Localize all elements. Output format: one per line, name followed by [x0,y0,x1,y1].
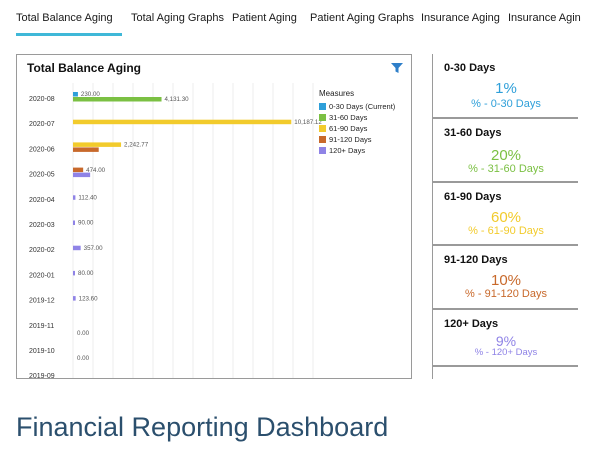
data-label: 230.00 [81,91,100,98]
category-label: 2020-01 [29,272,55,279]
card-120-plus-days[interactable]: 120+ Days 9% % - 120+ Days [432,310,578,379]
card-divider [432,117,578,119]
legend-label: 91-120 Days [329,135,372,144]
card-percent-value: 9% [495,333,517,349]
legend-item-120-plus: 120+ Days [319,145,395,156]
category-label: 2020-06 [29,146,55,153]
aging-summary-cards: 0-30 Days 1% % - 0-30 Days 31-60 Days 20… [432,54,580,379]
aging-bar-chart: 2020-08 2020-07 2020-06 2020-05 2020-04 2020-… [29,83,322,379]
category-label: 2020-04 [29,197,55,204]
legend-swatch [319,147,326,154]
bar [73,296,76,301]
card-91-120-days[interactable]: 91-120 Days 10% % - 91-120 Days [432,246,578,309]
data-label: 4,131.30 [165,96,190,103]
card-divider [432,181,578,183]
category-label: 2019-11 [29,323,54,330]
card-31-60-days[interactable]: 31-60 Days 20% % - 31-60 Days [432,119,578,181]
data-label: 2,242.77 [124,142,149,149]
card-percent-value: 1% [495,80,517,97]
card-percent-value: 60% [490,209,522,226]
legend-label: 31-60 Days [329,113,368,122]
card-title: 91-120 Days [444,254,508,266]
card-title: 0-30 Days [444,62,496,74]
chart-legend: Measures 0-30 Days (Current) 31-60 Days … [319,89,395,156]
dashboard-title: Financial Reporting Dashboard [16,412,389,442]
legend-label: 61-90 Days [329,124,368,133]
card-divider [432,365,578,367]
card-caption: % - 0-30 Days [471,98,541,110]
legend-label: 0-30 Days (Current) [329,102,396,111]
tab-bar: Total Balance Aging Total Aging Graphs P… [0,0,600,36]
legend-item-61-90: 61-90 Days [319,123,395,134]
category-label: 2020-08 [29,96,55,103]
card-divider [432,308,578,310]
tab-insurance-aging-graphs[interactable]: Insurance Agin [508,12,581,24]
bar [73,147,99,152]
category-label: 2020-02 [29,247,55,254]
card-0-30-days[interactable]: 0-30 Days 1% % - 0-30 Days [432,54,578,118]
tab-total-balance-aging[interactable]: Total Balance Aging [16,12,113,24]
legend-swatch [319,103,326,110]
bar [73,245,81,251]
category-label: 2019-09 [29,373,55,379]
category-label: 2019-10 [29,348,55,355]
card-caption: % - 61-90 Days [468,225,544,237]
tab-patient-aging-graphs[interactable]: Patient Aging Graphs [310,12,414,24]
legend-swatch [319,136,326,143]
card-title: 31-60 Days [444,127,502,139]
data-label: 90.00 [78,220,94,227]
category-label: 2020-05 [29,172,55,179]
legend-item-31-60: 31-60 Days [319,112,395,123]
data-label: 80.00 [78,270,94,277]
total-balance-aging-panel: 2020-08 2020-07 2020-06 2020-05 2020-04 2020-… [16,54,412,379]
card-divider [432,244,578,246]
card-title: 120+ Days [444,318,499,330]
bar [73,172,91,178]
card-61-90-days[interactable]: 61-90 Days 60% % - 61-90 Days [432,183,578,244]
tab-insurance-aging[interactable]: Insurance Aging [421,12,500,24]
legend-swatch [319,125,326,132]
bar [73,220,75,225]
bar [73,270,75,276]
panel-title: Total Balance Aging [27,61,142,75]
legend-title: Measures [319,89,355,98]
data-label: 0.00 [77,330,90,337]
data-label: 10,187.12 [294,119,322,126]
category-label: 2019-12 [29,298,55,305]
data-label: 112.40 [78,195,97,202]
card-caption: % - 120+ Days [474,347,538,358]
card-title: 61-90 Days [444,191,502,203]
active-tab-indicator [16,33,122,36]
bar [73,97,162,102]
legend-item-91-120: 91-120 Days [319,134,395,145]
legend-label: 120+ Days [329,146,366,155]
data-label: 123.60 [79,295,98,302]
data-label: 357.00 [84,245,103,252]
bar [73,119,292,125]
bar [73,195,76,200]
bar [73,92,78,97]
bar [73,142,122,147]
tab-total-aging-graphs[interactable]: Total Aging Graphs [131,12,224,24]
card-caption: % - 31-60 Days [468,163,544,175]
card-percent-value: 20% [490,147,522,164]
filter-icon[interactable] [391,63,403,73]
category-label: 2020-03 [29,222,55,229]
data-label: 474.00 [86,167,105,174]
legend-item-current: 0-30 Days (Current) [319,101,395,112]
bar [73,167,84,173]
card-caption: % - 91-120 Days [465,288,547,300]
legend-swatch [319,114,326,121]
tab-patient-aging[interactable]: Patient Aging [232,12,297,24]
category-label: 2020-07 [29,121,55,128]
card-percent-value: 10% [490,272,522,289]
data-label: 0.00 [77,355,90,362]
